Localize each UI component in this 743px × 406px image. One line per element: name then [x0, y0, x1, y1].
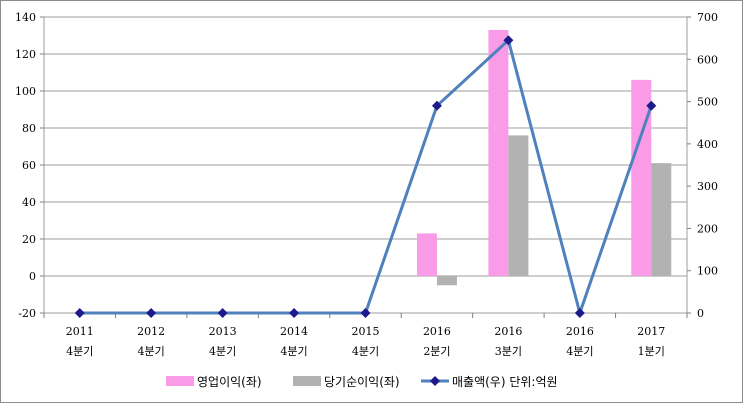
right-axis: 0 100 200 300 400 500 600 700 [687, 11, 718, 320]
sales-point [431, 100, 442, 111]
x-tick-label-year: 2017 [637, 325, 665, 338]
x-tick-label-year: 2016 [423, 325, 451, 338]
bar-operating-profit [488, 29, 509, 277]
right-tick-label: 200 [697, 222, 718, 235]
x-tick-label-year: 2011 [66, 325, 94, 338]
x-tick-label-quarter: 4분기 [66, 345, 93, 358]
x-tick-label-year: 2014 [280, 325, 308, 338]
left-tick-label: 120 [15, 48, 36, 61]
right-tick-label: 500 [697, 96, 718, 109]
bar-series [416, 29, 672, 286]
x-tick-label-quarter: 4분기 [566, 345, 593, 358]
right-tick-label: 300 [697, 180, 718, 193]
right-tick-label: 100 [697, 265, 718, 278]
left-tick-label: 0 [29, 270, 36, 283]
x-tick-label-year: 2015 [352, 325, 380, 338]
x-tick-label-quarter: 2분기 [423, 345, 450, 358]
left-tick-label: 140 [15, 11, 36, 24]
bar-operating-profit [631, 79, 652, 277]
sales-point [217, 308, 228, 318]
bar-net-income [436, 276, 457, 286]
x-tick-label-year: 2013 [209, 325, 237, 338]
left-tick-label: -20 [18, 307, 36, 320]
bar-net-income [508, 135, 529, 276]
left-tick-label: 80 [22, 122, 36, 135]
x-tick-label-quarter: 3분기 [495, 345, 522, 358]
x-tick-label-quarter: 1분기 [638, 345, 665, 358]
left-tick-label: 60 [22, 159, 36, 172]
right-tick-label: 600 [697, 53, 718, 66]
x-tick-label-year: 2016 [566, 325, 594, 338]
legend-label: 당기순이익(좌) [324, 375, 400, 389]
left-tick-label: 20 [22, 233, 36, 246]
x-tick-label-quarter: 4분기 [138, 345, 165, 358]
bar-net-income [651, 163, 672, 276]
gridlines [44, 16, 687, 314]
sales-point [646, 100, 657, 111]
x-axis: 2011 4분기 2012 4분기 2013 4분기 2014 4분기 2015 4분기 2016 2… [43, 313, 688, 358]
sales-point [503, 35, 514, 46]
x-tick-label-year: 2016 [494, 325, 522, 338]
sales-point [360, 308, 371, 318]
left-tick-label: 40 [22, 196, 36, 209]
legend-swatch [166, 376, 194, 386]
x-tick-label-quarter: 4분기 [209, 345, 236, 358]
legend-label: 영업이익(좌) [197, 375, 262, 389]
left-axis: -20 0 20 40 60 80 100 120 140 [15, 11, 44, 320]
right-tick-label: 700 [697, 11, 718, 24]
legend: 영업이익(좌) 당기순이익(좌) 매출액(우) 단위:억원 [166, 375, 558, 389]
sales-point [146, 308, 157, 318]
sales-point [74, 308, 85, 318]
sales-line [79, 38, 653, 315]
sales-point [574, 308, 585, 318]
x-tick-label-quarter: 4분기 [352, 345, 379, 358]
sales-point [289, 308, 300, 318]
bar-operating-profit [416, 233, 437, 276]
left-tick-label: 100 [15, 85, 36, 98]
legend-marker [430, 376, 440, 386]
right-tick-label: 400 [697, 138, 718, 151]
legend-swatch [293, 376, 321, 386]
x-tick-label-year: 2012 [137, 325, 165, 338]
x-tick-label-quarter: 4분기 [280, 345, 307, 358]
right-tick-label: 0 [697, 307, 704, 320]
legend-label: 매출액(우) 단위:억원 [452, 375, 558, 389]
line-series [74, 35, 657, 318]
